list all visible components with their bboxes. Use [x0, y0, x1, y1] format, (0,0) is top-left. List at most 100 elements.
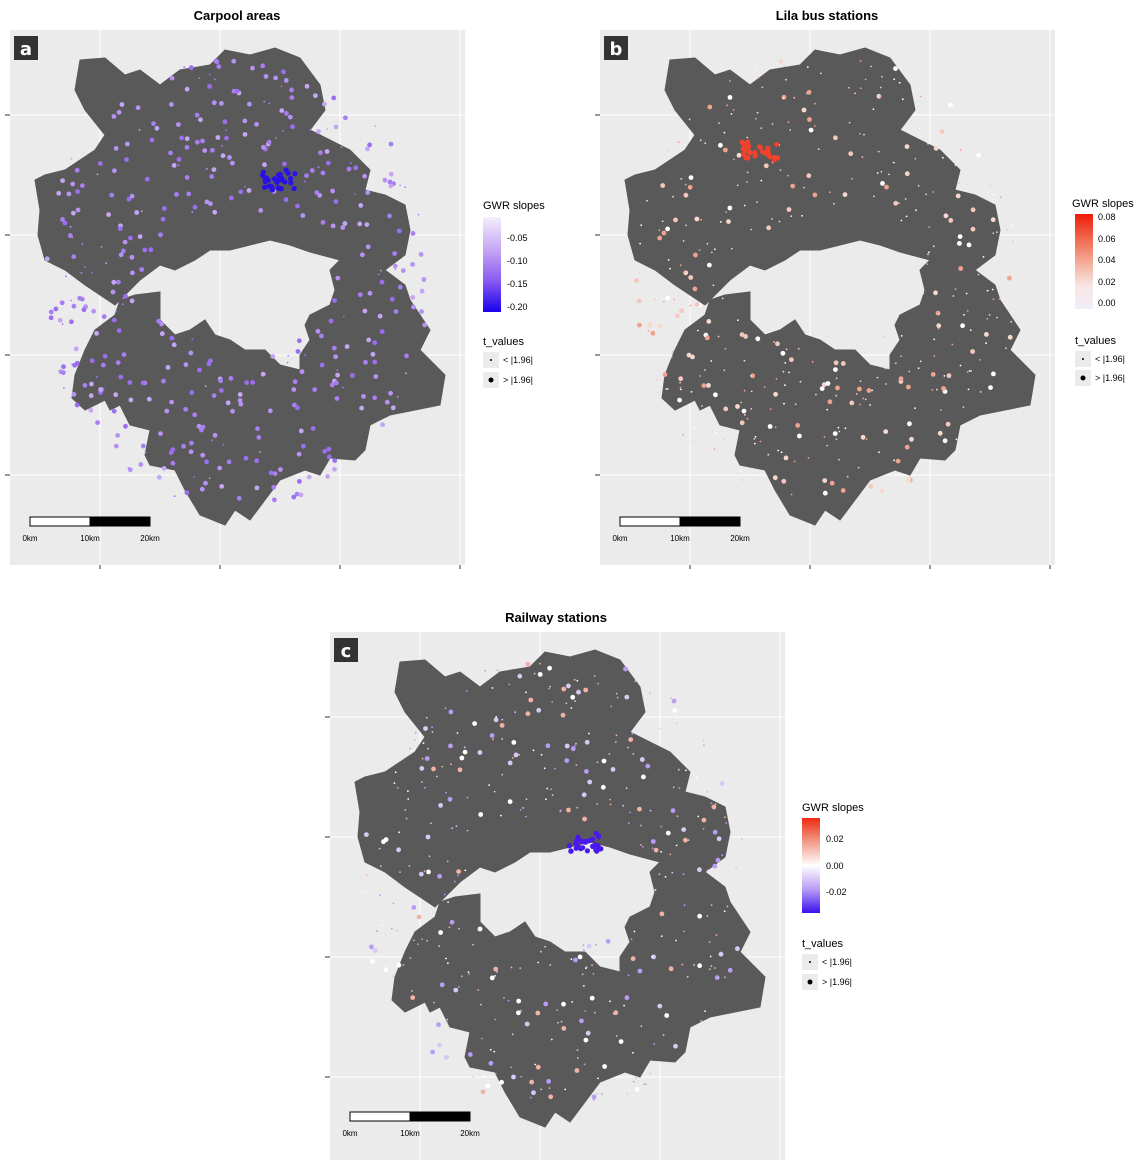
- station-point: [122, 303, 124, 306]
- station-point: [384, 399, 390, 405]
- station-point: [928, 251, 930, 254]
- station-point: [336, 369, 339, 372]
- station-point: [388, 183, 394, 189]
- station-point: [990, 217, 996, 223]
- t-large-label: > |1.96|: [822, 977, 852, 987]
- station-point: [438, 803, 443, 808]
- station-point: [387, 213, 392, 219]
- station-point: [743, 204, 746, 207]
- station-point: [675, 313, 680, 319]
- station-point: [357, 221, 363, 227]
- station-point: [468, 973, 470, 975]
- station-point: [931, 389, 934, 391]
- station-point: [388, 171, 394, 177]
- hotspot-point: [774, 141, 780, 147]
- station-point: [662, 372, 668, 377]
- station-point: [763, 163, 769, 169]
- points-layer: [364, 661, 743, 1101]
- station-point: [507, 799, 513, 805]
- station-point: [219, 101, 224, 106]
- station-point: [191, 338, 194, 341]
- station-point: [529, 1096, 532, 1099]
- station-point: [465, 690, 468, 692]
- station-point: [863, 133, 865, 136]
- station-point: [447, 796, 453, 802]
- t-small-label: < |1.96|: [1095, 354, 1125, 364]
- station-point: [118, 226, 123, 232]
- station-point: [775, 377, 778, 380]
- station-point: [711, 804, 717, 810]
- station-point: [678, 787, 681, 789]
- station-point: [268, 102, 271, 105]
- station-point: [801, 107, 807, 113]
- station-point: [443, 1055, 449, 1060]
- station-point: [501, 773, 504, 776]
- station-point: [371, 947, 374, 949]
- hotspot-point: [774, 155, 781, 161]
- station-point: [48, 315, 54, 321]
- station-point: [379, 865, 382, 867]
- station-point: [697, 815, 700, 818]
- station-point: [676, 815, 679, 818]
- station-point: [228, 376, 234, 381]
- station-point: [660, 850, 662, 853]
- station-point: [771, 123, 774, 125]
- station-point: [350, 373, 355, 378]
- station-point: [658, 873, 661, 876]
- station-point: [374, 125, 377, 128]
- panel-b-map: 0km 10km 20km b: [595, 30, 1055, 569]
- station-point: [634, 680, 637, 683]
- station-point: [969, 329, 972, 332]
- station-point: [634, 278, 639, 283]
- t-large-key: [483, 372, 499, 388]
- station-point: [60, 178, 65, 184]
- station-point: [712, 829, 718, 835]
- station-point: [689, 304, 692, 307]
- station-point: [411, 990, 413, 992]
- station-point: [679, 264, 682, 267]
- t-large-key: [802, 974, 818, 990]
- station-point: [224, 135, 229, 141]
- station-point: [349, 162, 352, 165]
- station-point: [494, 1072, 497, 1075]
- station-point: [436, 775, 438, 778]
- station-point: [833, 367, 838, 372]
- station-point: [395, 929, 398, 932]
- station-point: [489, 975, 495, 981]
- station-point: [488, 1060, 494, 1066]
- station-point: [421, 938, 423, 940]
- station-point: [576, 1049, 579, 1051]
- station-point: [511, 1033, 514, 1036]
- station-point: [493, 790, 496, 793]
- station-point: [736, 184, 739, 187]
- station-point: [549, 685, 551, 688]
- station-point: [192, 204, 198, 210]
- station-point: [97, 161, 103, 166]
- station-point: [105, 262, 108, 265]
- station-point: [508, 683, 511, 686]
- station-point: [514, 711, 517, 714]
- station-point: [548, 1094, 554, 1100]
- hotspot-point: [578, 838, 584, 844]
- station-point: [110, 289, 116, 295]
- station-point: [753, 471, 755, 474]
- station-point: [238, 189, 244, 195]
- scale-bar: 0km 10km 20km: [342, 1111, 480, 1138]
- station-point: [303, 180, 306, 183]
- station-point: [631, 732, 634, 735]
- station-point: [660, 183, 666, 188]
- station-point: [688, 175, 694, 181]
- station-point: [946, 373, 952, 379]
- station-point: [958, 182, 960, 185]
- station-point: [70, 158, 73, 160]
- station-point: [447, 1055, 450, 1058]
- station-point: [957, 241, 962, 246]
- station-point: [407, 790, 409, 793]
- station-point: [71, 254, 77, 260]
- station-point: [694, 302, 700, 307]
- station-point: [380, 924, 383, 927]
- station-point: [653, 1043, 656, 1045]
- station-point: [759, 440, 762, 443]
- station-point: [1012, 223, 1014, 226]
- station-point: [814, 102, 816, 105]
